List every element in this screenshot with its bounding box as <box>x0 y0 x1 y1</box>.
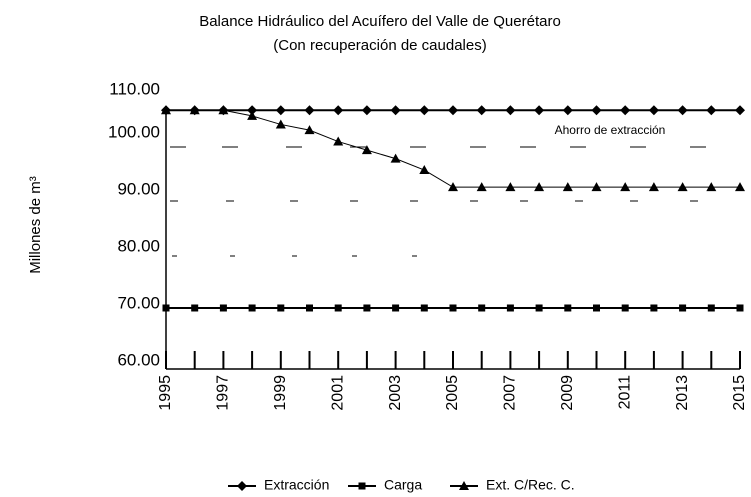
marker <box>191 304 199 312</box>
marker <box>419 165 430 175</box>
marker <box>390 153 401 163</box>
marker <box>735 105 745 116</box>
y-tick-label: 70.00 <box>117 293 160 312</box>
marker <box>478 304 486 312</box>
chart-title: Balance Hidráulico del Acuífero del Vall… <box>199 13 561 30</box>
marker <box>620 182 631 192</box>
marker <box>648 105 659 116</box>
marker <box>707 304 715 312</box>
marker <box>621 304 629 312</box>
marker <box>449 304 457 312</box>
marker <box>247 105 258 116</box>
legend-marker <box>237 481 247 491</box>
series <box>162 304 744 312</box>
legend-item: Ext. C/Rec. C. <box>450 477 575 493</box>
marker <box>591 182 602 192</box>
marker <box>333 136 344 146</box>
y-tick-label: 60.00 <box>117 350 160 369</box>
x-tick-label: 2013 <box>674 375 691 411</box>
marker <box>535 304 543 312</box>
marker <box>162 304 170 312</box>
marker <box>361 145 372 155</box>
x-tick-label: 2003 <box>387 375 404 411</box>
legend-label: Ext. C/Rec. C. <box>486 477 575 493</box>
marker <box>333 105 344 116</box>
legend-item: Carga <box>348 477 422 493</box>
marker <box>534 182 545 192</box>
marker <box>648 182 659 192</box>
marker <box>306 304 313 312</box>
marker <box>275 119 286 129</box>
marker <box>304 105 315 116</box>
marker <box>506 304 514 312</box>
marker <box>334 304 342 312</box>
marker <box>277 304 285 312</box>
marker <box>448 182 458 192</box>
dashes <box>170 146 706 257</box>
y-tick-label: 80.00 <box>117 236 160 255</box>
legend-marker <box>358 482 366 490</box>
marker <box>706 182 717 192</box>
marker <box>247 110 258 120</box>
marker <box>706 105 717 116</box>
legend-label: Extracción <box>264 477 329 493</box>
legend-label: Carga <box>384 477 422 493</box>
marker <box>562 105 573 116</box>
marker <box>218 105 229 115</box>
marker <box>390 105 401 116</box>
annotation: Ahorro de extracción <box>555 123 666 137</box>
x-tick-label: 2015 <box>731 375 748 411</box>
x-tick-label: 1995 <box>157 375 174 411</box>
y-axis-label: Millones de m³ <box>27 176 44 274</box>
chart-subtitle: (Con recuperación de caudales) <box>273 37 486 54</box>
x-tick-label: 2011 <box>616 375 633 410</box>
marker <box>448 105 458 116</box>
marker <box>650 304 658 312</box>
y-tick-label: 110.00 <box>109 79 160 98</box>
marker <box>593 304 600 312</box>
marker <box>620 105 631 116</box>
marker <box>679 304 687 312</box>
marker <box>420 304 428 312</box>
marker <box>564 304 572 312</box>
marker <box>476 105 487 116</box>
marker <box>534 105 545 116</box>
marker <box>505 105 516 116</box>
marker <box>591 105 602 116</box>
x-tick-label: 2007 <box>502 375 519 411</box>
marker <box>677 182 688 192</box>
marker <box>735 182 745 192</box>
x-tick-label: 2005 <box>444 375 461 411</box>
x-tick-label: 2001 <box>329 375 346 411</box>
marker <box>248 304 256 312</box>
marker <box>161 105 171 115</box>
legend-item: Extracción <box>228 477 329 493</box>
marker <box>392 304 400 312</box>
series-line <box>166 109 740 188</box>
marker <box>275 105 286 116</box>
marker <box>304 125 315 135</box>
y-tick-label: 100.00 <box>108 122 160 141</box>
marker <box>189 105 200 115</box>
marker <box>505 182 516 192</box>
marker <box>677 105 688 116</box>
marker <box>219 304 227 312</box>
x-tick-label: 2009 <box>559 375 576 411</box>
x-tick-label: 1997 <box>215 375 232 411</box>
marker <box>476 182 487 192</box>
marker <box>736 304 744 312</box>
marker <box>562 182 573 192</box>
marker <box>361 105 372 116</box>
y-tick-label: 90.00 <box>117 179 160 198</box>
legend-marker <box>459 481 469 490</box>
x-tick-label: 1999 <box>272 375 289 411</box>
marker <box>363 304 371 312</box>
series <box>161 105 745 116</box>
series <box>161 105 745 192</box>
marker <box>419 105 430 116</box>
